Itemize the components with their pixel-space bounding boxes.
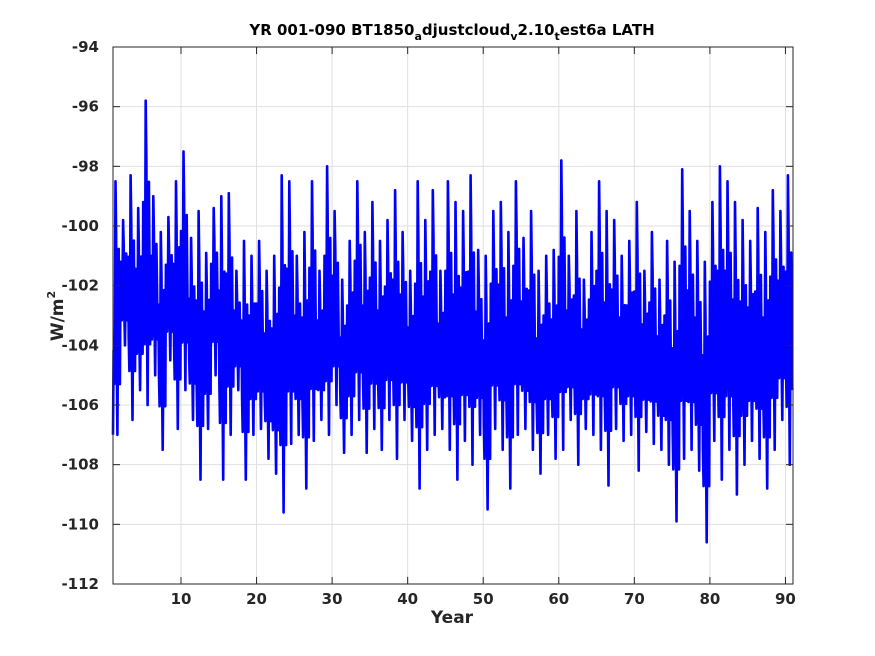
y-tick-label: -106 — [61, 396, 99, 414]
y-axis-label-sup: 2 — [45, 291, 58, 299]
title-part3: 2.10 — [518, 21, 555, 39]
x-tick-label: 30 — [322, 590, 343, 608]
x-axis-label: Year — [430, 608, 474, 628]
x-tick-label: 80 — [699, 590, 720, 608]
x-tick-label: 20 — [246, 590, 267, 608]
y-tick-label: -110 — [61, 515, 99, 533]
x-tick-label: 40 — [397, 590, 418, 608]
y-tick-label: -102 — [61, 277, 99, 295]
y-axis-label: W/m2 — [45, 291, 68, 341]
x-tick-label: 50 — [473, 590, 494, 608]
series-line — [111, 99, 794, 544]
y-tick-labels: -112 -110 -108 -106 -104 -102 -100 -98 -96 -94 — [61, 38, 99, 593]
title-part4: est6a LATH — [560, 21, 655, 39]
ticks — [113, 46, 793, 585]
y-tick-label: -104 — [61, 336, 99, 354]
title-part2: djustcloud — [422, 21, 510, 39]
title-sub1: a — [414, 30, 421, 43]
x-tick-label: 90 — [775, 590, 796, 608]
y-tick-label: -100 — [61, 217, 99, 235]
x-tick-label: 70 — [624, 590, 645, 608]
x-tick-label: 10 — [171, 590, 192, 608]
x-tick-label: 60 — [548, 590, 569, 608]
y-tick-label: -96 — [72, 98, 99, 116]
y-tick-label: -108 — [61, 456, 99, 474]
plot-area — [111, 46, 794, 585]
axes-box — [112, 46, 794, 585]
y-axis-label-base: W/m — [48, 298, 68, 341]
title-sub3: t — [555, 30, 560, 43]
title-sub2: v — [510, 30, 518, 43]
y-tick-label: -94 — [72, 38, 99, 56]
y-tick-label: -112 — [61, 575, 99, 593]
x-tick-labels: 10 20 30 40 50 60 70 80 90 — [171, 590, 796, 608]
chart-title: YR 001-090 BT1850adjustcloudv2.10test6a … — [248, 21, 654, 43]
series-group — [111, 99, 794, 544]
title-prefix: YR 001-090 BT1850 — [248, 21, 414, 39]
y-tick-label: -98 — [72, 157, 99, 175]
